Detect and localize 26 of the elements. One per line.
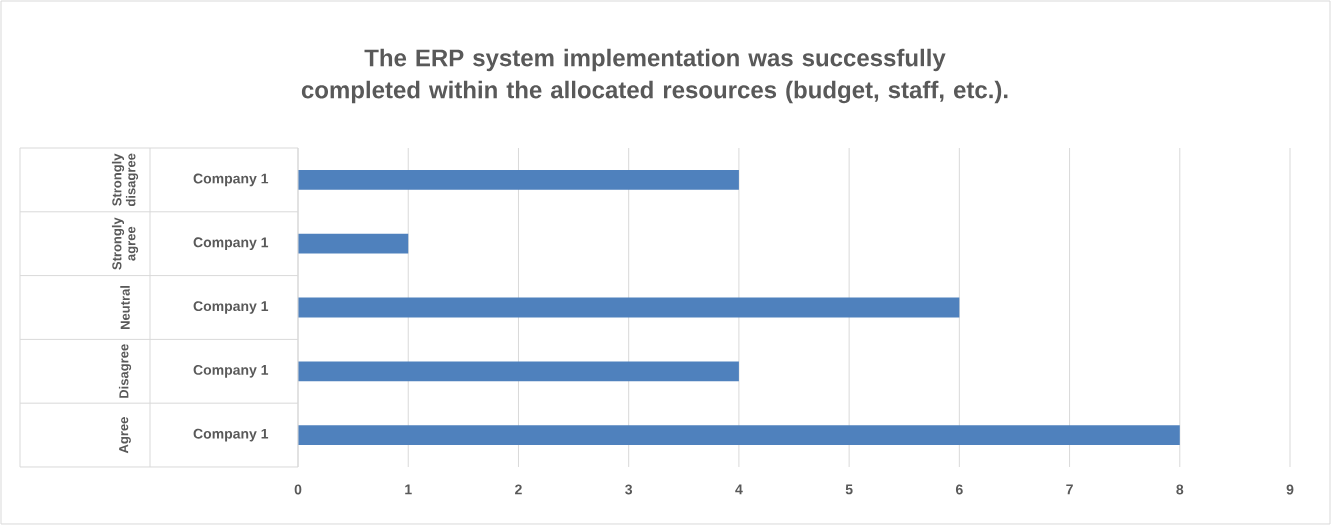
bar — [298, 425, 1180, 445]
y-tick-label: Company 1 — [193, 364, 269, 378]
x-tick-label: 6 — [955, 484, 963, 495]
text: Agree — [119, 417, 131, 454]
x-tick-label: 3 — [625, 484, 633, 495]
y-tick-label: Company 1 — [193, 301, 269, 314]
text: Neutral — [120, 286, 130, 330]
bar — [298, 170, 739, 190]
x-tick-label: 8 — [1176, 484, 1184, 495]
chart-title: The ERP system implementation was successfully completed within the allocated resources (budget, staff, etc.). — [301, 48, 1008, 104]
text: Strongly disagree — [111, 153, 139, 207]
text: Strongly agree — [111, 217, 139, 270]
text: Disagree — [118, 344, 132, 398]
x-tick-label: 2 — [515, 484, 522, 495]
x-tick-label: 7 — [1066, 484, 1073, 495]
y-tick-label: Company 1 — [193, 237, 269, 251]
y-tick-label: Company 1 — [193, 173, 269, 187]
x-tick-label: 5 — [845, 484, 853, 495]
y-tick-label: Company 1 — [193, 428, 269, 442]
x-tick-label: 4 — [735, 484, 743, 495]
bar — [298, 233, 409, 254]
bar — [298, 297, 960, 318]
bar — [298, 361, 739, 382]
x-tick-label: 0 — [294, 484, 302, 495]
x-tick-label: 9 — [1286, 484, 1294, 495]
x-tick-label: 1 — [405, 484, 412, 495]
